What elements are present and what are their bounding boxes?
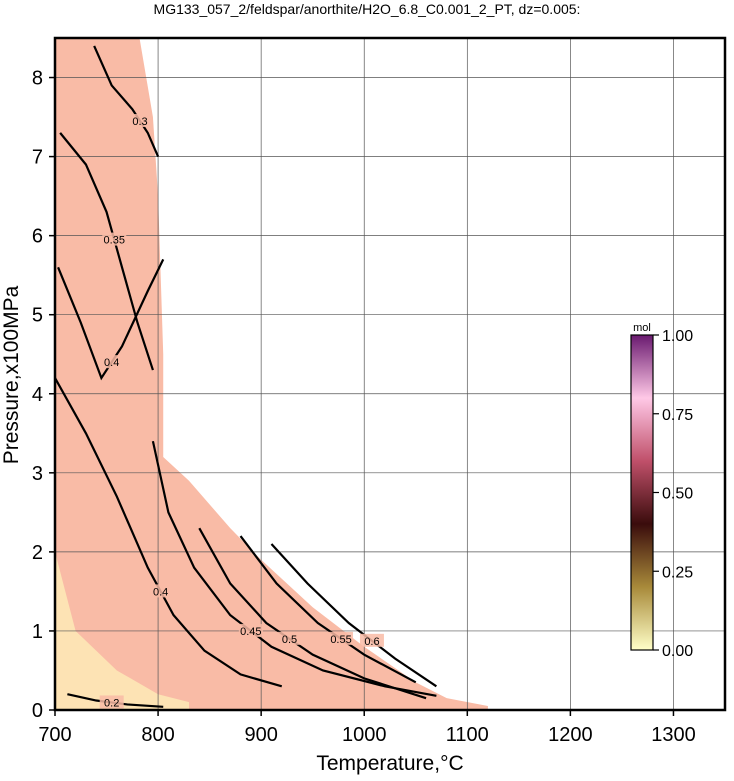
contour-label-bg [148,584,173,598]
contour-label: 0.2 [104,697,119,709]
x-axis-label: Temperature,°C [316,752,463,775]
contour-label: 0.6 [364,636,379,648]
x-tick-label: 800 [141,724,174,746]
contour-label: 0.55 [330,634,351,646]
y-tick-label: 2 [32,542,43,564]
y-tick-label: 1 [32,621,43,643]
colorbar-tick-label: 0.50 [662,486,693,503]
chart-title: MG133_057_2/feldspar/anorthite/H2O_6.8_C… [154,1,581,17]
low-value-field [55,551,189,710]
y-tick-label: 7 [32,147,43,169]
y-axis-label: Pressure,x100MPa [0,285,23,464]
contour-label-bg [99,695,124,709]
x-tick-label: 900 [244,724,277,746]
colorbar-unit: mol [633,322,651,334]
x-tick-label: 1000 [342,724,387,746]
contour-label: 0.4 [104,357,119,369]
contour-label: 0.45 [240,626,261,638]
y-tick-label: 8 [32,68,43,90]
contour-label: 0.4 [153,586,168,598]
x-tick-label: 1100 [446,724,489,746]
colorbar-tick-label: 0.00 [662,643,693,660]
x-tick-label: 1200 [548,724,593,746]
colorbar-tick-label: 0.25 [662,564,693,581]
contour-line [239,535,417,684]
y-tick-label: 5 [32,305,43,327]
contour-label-bg [238,623,263,637]
contour-label-bg [99,355,124,369]
contour-label-bg [359,633,384,647]
plot-frame [53,36,727,712]
colorbar-tick-label: 0.75 [662,407,693,424]
contour-label: 0.5 [282,634,297,646]
stable-field [55,38,488,710]
x-tick-label: 700 [38,724,71,746]
contour-label-bg [128,114,153,128]
contour-line [93,45,160,158]
contour-line [270,543,437,688]
y-tick-label: 0 [32,700,43,722]
y-tick-label: 6 [32,226,43,248]
contour-label: 0.3 [132,116,147,128]
colorbar-tick-label: 1.00 [662,328,693,345]
contour-label-bg [329,631,354,645]
x-tick-label: 1300 [651,724,696,746]
y-tick-label: 4 [32,384,43,406]
contour-label-bg [277,631,302,645]
y-tick-label: 3 [32,463,43,485]
colorbar [630,334,654,651]
contour-label: 0.35 [104,235,125,247]
contour-label-bg [102,232,127,246]
